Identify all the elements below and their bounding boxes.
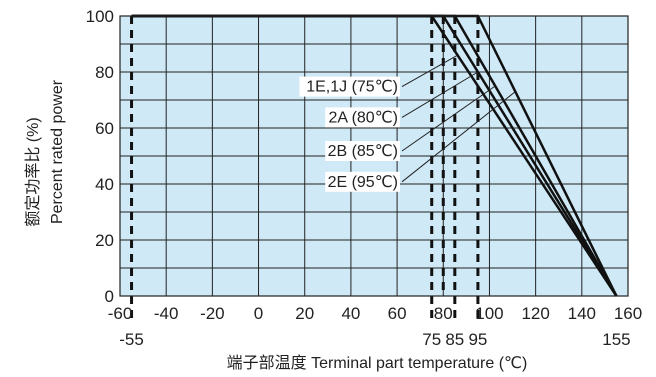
y-tick-label: 60 xyxy=(95,119,114,138)
annotation-bg xyxy=(325,171,400,192)
leader-line xyxy=(401,85,496,152)
series-label: 2E (95℃) xyxy=(328,174,398,191)
x-axis-label: 端子部温度 Terminal part temperature (℃) xyxy=(227,354,528,372)
x-tick-label-secondary: -55 xyxy=(119,330,144,349)
y-axis-label-cn: 额定功率比 (%) xyxy=(24,117,42,226)
x-tick-label: 0 xyxy=(254,304,263,323)
leader-line xyxy=(401,71,479,118)
y-tick-label: 80 xyxy=(95,63,114,82)
x-tick-label: 60 xyxy=(388,304,407,323)
series-label: 1E,1J (75℃) xyxy=(306,79,398,96)
series-label: 2A (80℃) xyxy=(328,109,398,126)
annotation-bg xyxy=(325,141,400,161)
tick-labels: -60 -40 -20 0 20 40 60 80 100 120 140 160 -55 75 85 95 1… xyxy=(86,7,643,349)
annotation-bg xyxy=(299,76,400,97)
series-label: 2B (85℃) xyxy=(328,143,398,160)
x-tick-label: 20 xyxy=(295,304,314,323)
y-tick-label: 0 xyxy=(105,287,114,306)
x-tick-label-secondary: 95 xyxy=(468,330,487,349)
x-tick-label: -20 xyxy=(200,304,225,323)
y-tick-label: 40 xyxy=(95,175,114,194)
x-tick-label: -40 xyxy=(154,304,179,323)
x-tick-label-secondary: 85 xyxy=(445,330,464,349)
x-tick-label-secondary: 75 xyxy=(422,330,441,349)
series-annotations: 1E,1J (75℃) 2A (80℃) 2B (85℃) 2E (95℃) xyxy=(299,54,516,192)
x-tick-label: 140 xyxy=(568,304,596,323)
y-tick-label: 20 xyxy=(95,231,114,250)
leader-line xyxy=(401,91,516,183)
x-tick-label-secondary: 155 xyxy=(602,330,630,349)
y-axis-label-en: Percent rated power xyxy=(49,79,66,224)
x-tick-label: 80 xyxy=(434,304,453,323)
x-tick-label: 100 xyxy=(475,304,503,323)
y-tick-label: 100 xyxy=(86,7,114,26)
annotation-bg xyxy=(325,107,400,128)
leader-line xyxy=(401,54,458,88)
rated-temperature-dashes xyxy=(130,16,480,322)
plot-border xyxy=(119,15,629,297)
x-tick-label: -60 xyxy=(108,304,133,323)
x-tick-label: 120 xyxy=(521,304,549,323)
x-tick-label: 160 xyxy=(614,304,642,323)
x-tick-label: 40 xyxy=(341,304,360,323)
